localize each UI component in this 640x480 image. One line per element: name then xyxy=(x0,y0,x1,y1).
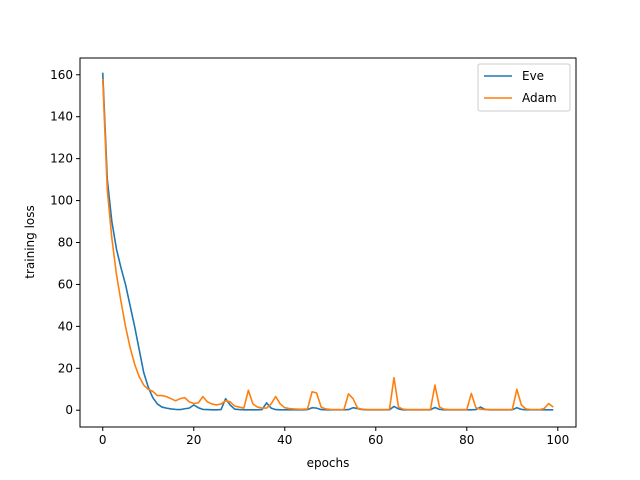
y-tick-label: 120 xyxy=(50,152,73,166)
x-tick-label: 20 xyxy=(186,433,201,447)
x-tick-label: 0 xyxy=(99,433,107,447)
x-axis: 0 20 40 60 80 100 xyxy=(99,427,569,447)
y-axis-label: training loss xyxy=(23,205,37,278)
x-tick-label: 100 xyxy=(546,433,569,447)
x-tick-label: 80 xyxy=(459,433,474,447)
y-tick-label: 80 xyxy=(58,236,73,250)
y-tick-label: 40 xyxy=(58,319,73,333)
x-axis-label: epochs xyxy=(307,456,350,470)
y-tick-label: 0 xyxy=(65,403,73,417)
y-tick-label: 100 xyxy=(50,194,73,208)
y-tick-label: 160 xyxy=(50,68,73,82)
legend-label-adam: Adam xyxy=(522,91,557,105)
series-layer xyxy=(101,72,554,411)
y-tick-label: 20 xyxy=(58,361,73,375)
x-tick-label: 40 xyxy=(277,433,292,447)
series-line-adam xyxy=(101,78,554,411)
plot-area: 0 20 40 60 80 100 0 20 40 60 80 100 120 140 160 xyxy=(50,57,577,447)
y-tick-label: 140 xyxy=(50,110,73,124)
y-axis: 0 20 40 60 80 100 120 140 160 xyxy=(50,68,80,417)
y-tick-label: 60 xyxy=(58,277,73,291)
x-tick-label: 60 xyxy=(368,433,383,447)
legend-label-eve: Eve xyxy=(522,69,544,83)
legend: Eve Adam xyxy=(477,63,571,112)
